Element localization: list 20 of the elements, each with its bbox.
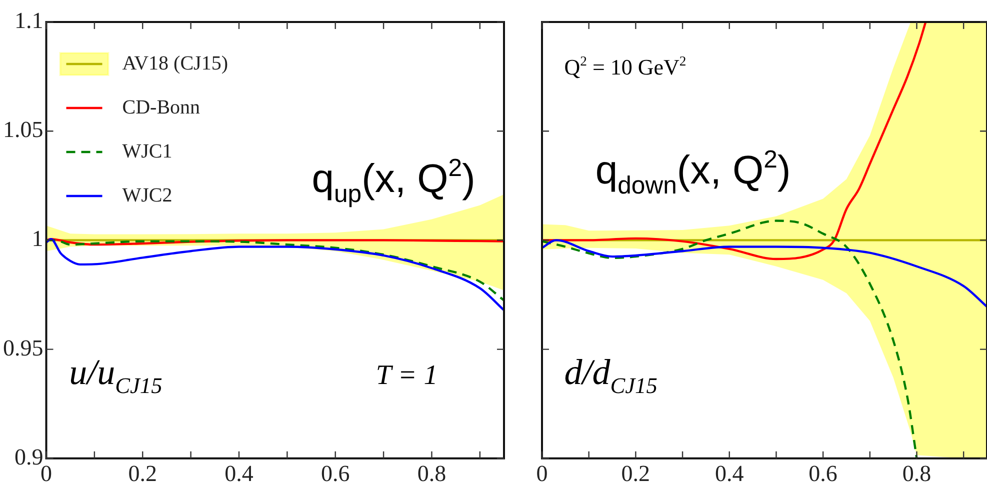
legend-label: AV18 (CJ15) <box>122 52 228 74</box>
y-tick-label: 1.1 <box>14 8 44 34</box>
x-tick-label: 0.4 <box>224 461 254 486</box>
x-tick-label: 0.2 <box>128 461 157 486</box>
y-tick-label: 0.95 <box>3 335 44 360</box>
x-tick-label: 0.8 <box>902 461 932 486</box>
legend-label: CD-Bonn <box>122 96 200 118</box>
x-tick-label: 0.6 <box>808 461 838 486</box>
y-tick-label: 1.05 <box>3 117 44 142</box>
x-tick-label: 0.2 <box>621 461 650 486</box>
x-tick-label: 0.6 <box>320 461 350 486</box>
annotation: T = 1 <box>376 360 438 392</box>
x-tick-label: 0 <box>536 461 548 486</box>
x-tick-label: 0 <box>40 461 52 486</box>
y-tick-label: 1 <box>32 226 44 252</box>
x-tick-label: 0.4 <box>714 461 744 486</box>
x-tick-label: 0.8 <box>417 461 446 486</box>
legend-label: WJC1 <box>122 140 172 162</box>
y-tick-label: 0.9 <box>14 444 44 470</box>
legend-label: WJC2 <box>122 184 172 206</box>
